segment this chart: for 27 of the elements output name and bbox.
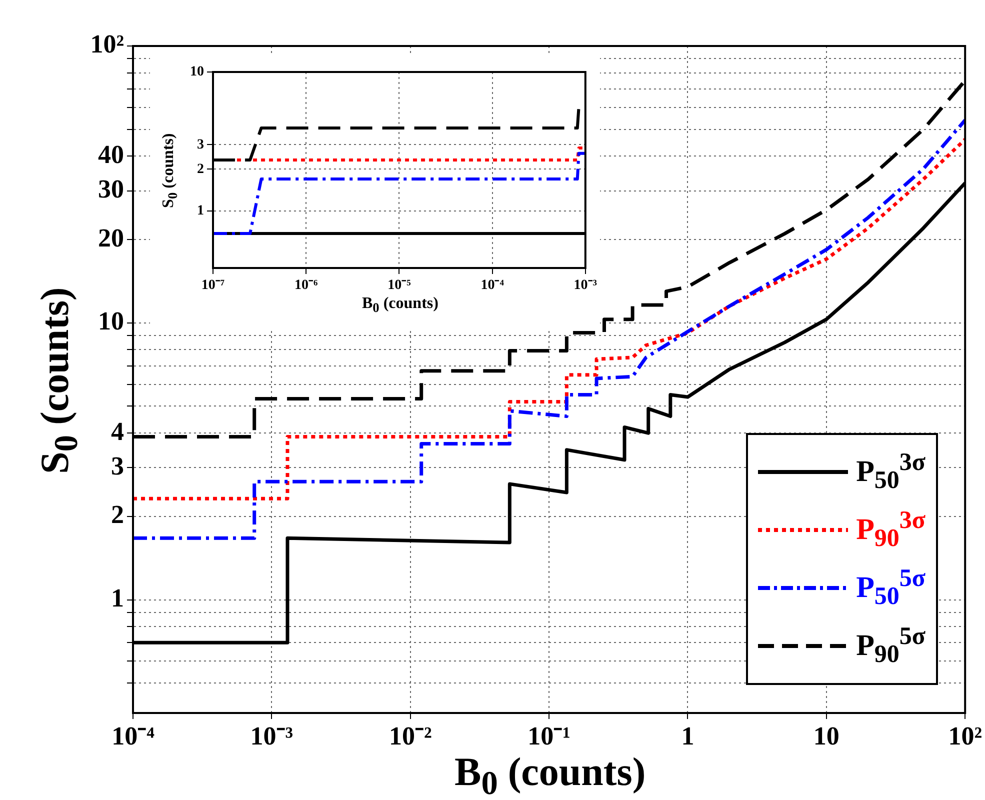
y-tick-label: 4 [111,416,124,446]
y-tick-label: 10 [98,306,124,336]
x-tick-label: 10 [813,721,840,750]
x-tick-label: 10⁻³ [574,278,598,294]
y-tick-label: 40 [98,140,124,169]
y-tick-label: 2 [197,162,204,177]
y-tick-label: 30 [98,174,124,204]
y-tick-label: 20 [98,223,124,252]
y-tick-label: 1 [111,583,124,612]
x-tick-label: 10⁻¹ [528,721,570,750]
x-tick-label: 10⁻² [388,721,432,750]
x-tick-label: 10⁻⁶ [294,278,318,294]
x-axis-title: B$_{0}$ (counts) [362,294,438,316]
y-tick-label: 10² [90,30,124,59]
x-tick-label: 10⁻⁴ [112,721,155,750]
y-tick-label: 10 [190,64,204,80]
y-tick-label: 3 [197,137,204,152]
y-tick-label: 3 [111,451,124,480]
x-tick-label: 10² [948,721,982,750]
x-tick-label: 10⁻⁴ [480,278,505,294]
y-tick-label: 2 [111,500,124,530]
x-tick-label: 10⁻⁵ [388,278,411,294]
x-tick-label: 1 [681,721,694,750]
x-tick-label: 10⁻⁷ [201,278,225,294]
x-axis-title: B$_{0}$ (counts) [454,748,646,800]
x-tick-label: 10⁻³ [250,721,294,750]
y-tick-label: 1 [197,204,204,219]
